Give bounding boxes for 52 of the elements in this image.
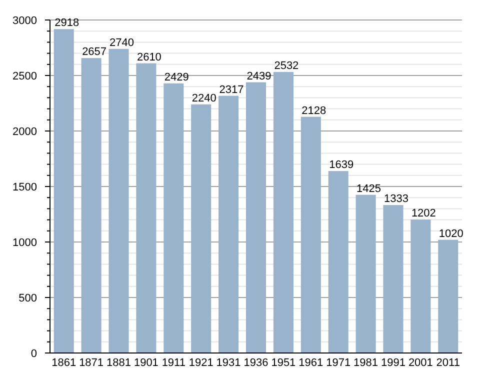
data-label: 2317 — [219, 84, 244, 96]
bar — [438, 240, 458, 353]
bar — [218, 96, 239, 353]
x-tick-label: 2011 — [436, 357, 460, 369]
data-label: 2532 — [274, 60, 299, 72]
x-tick-label: 1981 — [354, 357, 378, 369]
bar — [136, 63, 156, 353]
bar — [383, 205, 404, 353]
x-tick-label: 1991 — [381, 357, 406, 369]
x-tick-label: 1936 — [244, 357, 268, 369]
y-tick-label: 500 — [18, 292, 37, 304]
data-label: 2128 — [302, 104, 326, 117]
bar — [246, 82, 266, 353]
y-tick-label: 2500 — [12, 70, 37, 82]
x-tick-label: 1931 — [216, 357, 241, 369]
x-tick-label: 1951 — [271, 357, 296, 369]
x-tick-label: 1861 — [52, 357, 76, 369]
bar — [410, 220, 431, 353]
bar — [328, 171, 348, 353]
data-label: 1425 — [356, 182, 382, 195]
data-label: 2918 — [54, 17, 80, 30]
data-label: 1020 — [438, 228, 464, 240]
y-tick-label: 3000 — [12, 14, 37, 27]
data-label: 1202 — [411, 208, 436, 220]
y-tick-label: 2000 — [12, 126, 37, 138]
bar — [164, 83, 184, 353]
x-tick-label: 1911 — [162, 357, 186, 369]
data-label: 2657 — [82, 46, 107, 58]
bar — [300, 116, 321, 353]
bar — [356, 194, 376, 353]
data-label: 2439 — [246, 70, 272, 82]
x-tick-label: 1901 — [134, 357, 158, 369]
bar — [273, 72, 294, 353]
y-tick-label: 1500 — [12, 181, 37, 194]
bar — [54, 29, 74, 353]
data-label: 1333 — [384, 193, 408, 206]
bar — [81, 58, 102, 353]
data-label: 2429 — [164, 71, 189, 84]
bar — [108, 48, 129, 353]
x-tick-label: 1871 — [79, 357, 104, 369]
bar — [191, 104, 212, 353]
data-label: 2240 — [192, 92, 216, 104]
data-label: 2610 — [136, 51, 162, 64]
x-tick-label: 1971 — [326, 357, 351, 369]
x-tick-label: 2001 — [408, 357, 433, 369]
x-tick-label: 1881 — [106, 357, 131, 369]
x-tick-label: 1961 — [298, 357, 324, 369]
y-tick-label: 0 — [30, 348, 37, 360]
data-label: 1639 — [329, 159, 354, 172]
y-tick-label: 1000 — [12, 236, 37, 249]
data-label: 2740 — [110, 36, 134, 49]
x-tick-label: 1921 — [188, 357, 214, 369]
